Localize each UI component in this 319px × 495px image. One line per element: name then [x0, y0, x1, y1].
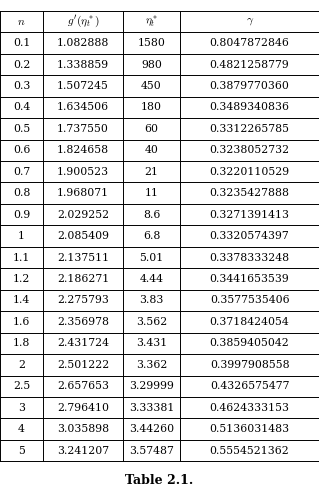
Text: 3.431: 3.431 [136, 339, 167, 348]
Text: 2.657653: 2.657653 [57, 381, 109, 391]
Text: 3: 3 [18, 403, 25, 413]
Text: 1: 1 [18, 231, 25, 241]
Text: 980: 980 [141, 59, 162, 69]
Text: 0.1: 0.1 [13, 38, 30, 48]
Text: 0.3312265785: 0.3312265785 [210, 124, 290, 134]
Text: 2.186271: 2.186271 [57, 274, 109, 284]
Text: $\gamma$: $\gamma$ [246, 16, 254, 27]
Text: 60: 60 [145, 124, 159, 134]
Text: 0.3441653539: 0.3441653539 [210, 274, 289, 284]
Text: 0.2: 0.2 [13, 59, 30, 69]
Text: 1.634506: 1.634506 [57, 102, 109, 112]
Text: 0.3489340836: 0.3489340836 [210, 102, 290, 112]
Text: 2: 2 [18, 360, 25, 370]
Text: 0.3271391413: 0.3271391413 [210, 210, 290, 220]
Text: 0.4624333153: 0.4624333153 [210, 403, 290, 413]
Text: 0.6: 0.6 [13, 146, 30, 155]
Text: 4.44: 4.44 [139, 274, 164, 284]
Text: 0.3577535406: 0.3577535406 [210, 296, 289, 305]
Text: 0.8: 0.8 [13, 188, 30, 198]
Text: 1.4: 1.4 [13, 296, 30, 305]
Text: 3.83: 3.83 [139, 296, 164, 305]
Text: 8.6: 8.6 [143, 210, 160, 220]
Text: 0.3859405042: 0.3859405042 [210, 339, 289, 348]
Text: 0.3320574397: 0.3320574397 [210, 231, 289, 241]
Text: 3.035898: 3.035898 [57, 424, 109, 434]
Text: 0.3238052732: 0.3238052732 [210, 146, 290, 155]
Text: 1580: 1580 [137, 38, 166, 48]
Text: $g'(\eta_t^*)$: $g'(\eta_t^*)$ [67, 14, 99, 29]
Text: 4: 4 [18, 424, 25, 434]
Text: 2.029252: 2.029252 [57, 210, 109, 220]
Text: 5.01: 5.01 [139, 252, 164, 262]
Text: 0.5: 0.5 [13, 124, 30, 134]
Text: 11: 11 [145, 188, 159, 198]
Text: 0.8047872846: 0.8047872846 [210, 38, 290, 48]
Text: 0.4821258779: 0.4821258779 [210, 59, 289, 69]
Text: 1.082888: 1.082888 [57, 38, 109, 48]
Text: 1.8: 1.8 [13, 339, 30, 348]
Text: 0.3378333248: 0.3378333248 [210, 252, 290, 262]
Text: 1.968071: 1.968071 [57, 188, 109, 198]
Text: 1.737550: 1.737550 [57, 124, 109, 134]
Text: 5: 5 [18, 446, 25, 455]
Text: 2.431724: 2.431724 [57, 339, 109, 348]
Text: 21: 21 [145, 167, 159, 177]
Text: 1.1: 1.1 [13, 252, 30, 262]
Text: 2.501222: 2.501222 [57, 360, 109, 370]
Text: 0.3997908558: 0.3997908558 [210, 360, 289, 370]
Text: 2.275793: 2.275793 [57, 296, 109, 305]
Text: 0.3220110529: 0.3220110529 [210, 167, 290, 177]
Text: 180: 180 [141, 102, 162, 112]
Text: 450: 450 [141, 81, 162, 91]
Text: Table 2.1.: Table 2.1. [125, 474, 194, 487]
Text: 2.356978: 2.356978 [57, 317, 109, 327]
Text: 0.5554521362: 0.5554521362 [210, 446, 289, 455]
Text: 0.3879770360: 0.3879770360 [210, 81, 290, 91]
Text: 1.824658: 1.824658 [57, 146, 109, 155]
Text: 1.338859: 1.338859 [57, 59, 109, 69]
Text: $\eta_t^*$: $\eta_t^*$ [145, 14, 158, 29]
Text: 3.241207: 3.241207 [57, 446, 109, 455]
Text: 0.4: 0.4 [13, 102, 30, 112]
Text: 0.9: 0.9 [13, 210, 30, 220]
Text: 2.137511: 2.137511 [57, 252, 109, 262]
Text: 0.4326575477: 0.4326575477 [210, 381, 289, 391]
Text: 3.57487: 3.57487 [129, 446, 174, 455]
Text: 0.3: 0.3 [13, 81, 30, 91]
Text: 3.362: 3.362 [136, 360, 167, 370]
Text: 0.7: 0.7 [13, 167, 30, 177]
Text: 3.33381: 3.33381 [129, 403, 174, 413]
Text: $n$: $n$ [17, 17, 26, 27]
Text: 0.5136031483: 0.5136031483 [210, 424, 290, 434]
Text: 3.562: 3.562 [136, 317, 167, 327]
Text: 6.8: 6.8 [143, 231, 160, 241]
Text: 2.5: 2.5 [13, 381, 30, 391]
Text: 1.6: 1.6 [13, 317, 30, 327]
Text: 2.085409: 2.085409 [57, 231, 109, 241]
Text: 2.796410: 2.796410 [57, 403, 109, 413]
Text: 1.2: 1.2 [13, 274, 30, 284]
Text: 3.29999: 3.29999 [129, 381, 174, 391]
Text: 0.3718424054: 0.3718424054 [210, 317, 289, 327]
Text: 1.507245: 1.507245 [57, 81, 109, 91]
Text: 3.44260: 3.44260 [129, 424, 174, 434]
Text: 1.900523: 1.900523 [57, 167, 109, 177]
Text: 40: 40 [145, 146, 159, 155]
Text: 0.3235427888: 0.3235427888 [210, 188, 290, 198]
